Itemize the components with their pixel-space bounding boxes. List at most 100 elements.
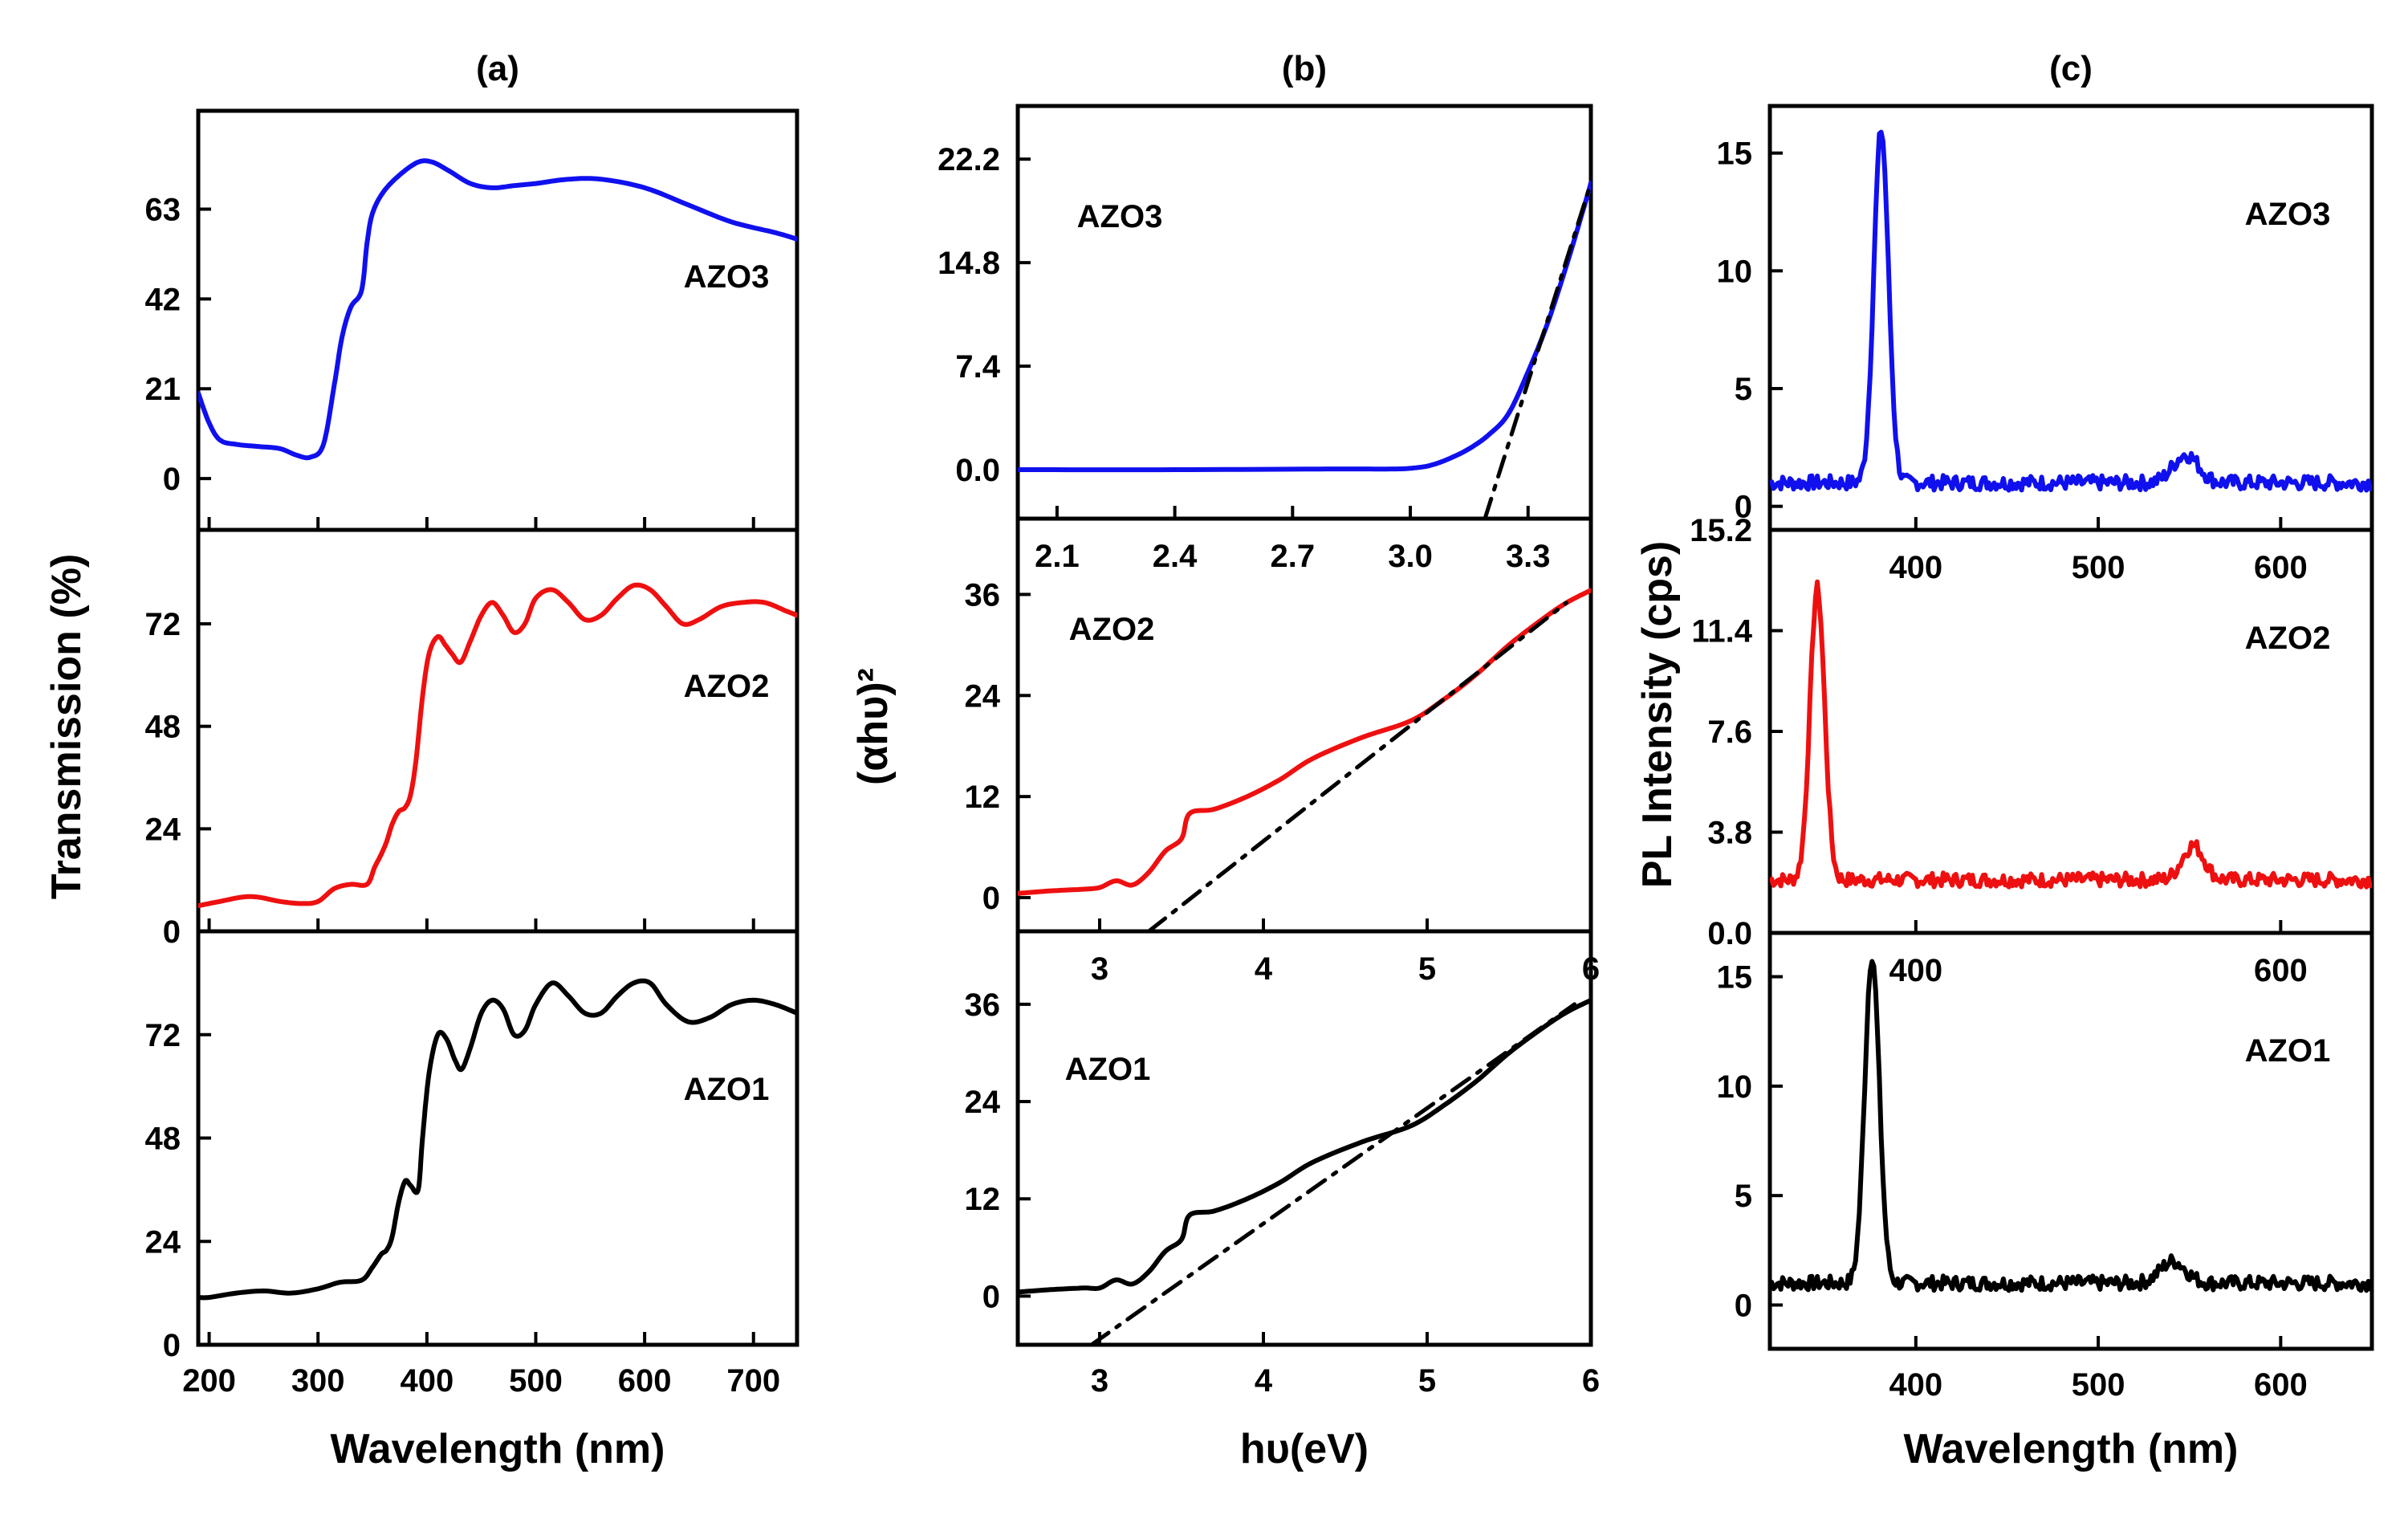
y-tick-label: 0 xyxy=(163,462,181,497)
subplot-c-1: 0 5 10 15 400 500 600 AZO3 xyxy=(1717,104,2374,585)
y-tick-label: 72 xyxy=(145,1018,181,1053)
plot-area xyxy=(1770,579,2372,890)
plot-area xyxy=(198,582,797,909)
x-tick-label: 700 xyxy=(726,1363,780,1399)
x-tick-label: 4 xyxy=(1255,951,1273,987)
y-tick-label: 72 xyxy=(145,607,181,642)
x-tick-label: 400 xyxy=(400,1363,454,1399)
x-tick-label: 3 xyxy=(1091,951,1108,987)
series-line-azo1 xyxy=(1018,997,1591,1295)
subplot-c-3: 0 5 10 15 400 500 600 AZO1 xyxy=(1717,931,2374,1403)
panel-a: (a) 0 21 42 63 AZO3 0 24 48 72 AZO2 0 24 48 72 200 300 40… xyxy=(43,49,799,1472)
x-axis-title-a: Wavelength (nm) xyxy=(331,1426,665,1472)
y-tick-label: 48 xyxy=(145,710,181,745)
curve-label-azo3: AZO3 xyxy=(684,259,770,295)
y-tick-label: 15.2 xyxy=(1690,513,1752,548)
y-tick-label: 24 xyxy=(965,678,1001,714)
y-tick-label: 5 xyxy=(1735,1179,1752,1214)
series-line-azo3 xyxy=(198,158,797,461)
y-tick-label: 36 xyxy=(965,577,1001,613)
x-tick-label: 400 xyxy=(1889,550,1942,585)
x-tick-label: 2.1 xyxy=(1035,539,1080,574)
curve-label-azo2: AZO2 xyxy=(684,669,770,704)
y-axis-title-b: (αhυ)² xyxy=(850,668,897,785)
x-tick-label: 600 xyxy=(2254,1367,2308,1403)
series-line-azo1 xyxy=(198,978,797,1301)
plot-area xyxy=(1018,588,1591,931)
y-tick-label: 0 xyxy=(1735,1288,1752,1323)
subplot-a-1: 0 21 42 63 AZO3 xyxy=(145,108,799,532)
x-tick-label: 3.3 xyxy=(1506,539,1551,574)
y-tick-label: 10 xyxy=(1717,1069,1753,1105)
y-tick-label: 14.8 xyxy=(938,246,1000,281)
plot-area xyxy=(198,158,797,461)
y-axis-title-a: Transmission (%) xyxy=(43,554,90,900)
y-tick-label: 24 xyxy=(145,812,181,847)
panel-label-a: (a) xyxy=(476,49,519,88)
x-tick-label: 600 xyxy=(618,1363,672,1399)
y-tick-label: 0 xyxy=(982,881,1000,916)
y-tick-label: 21 xyxy=(145,372,181,407)
curve-label-azo2: AZO2 xyxy=(1069,612,1155,647)
x-tick-label: 500 xyxy=(509,1363,563,1399)
y-tick-label: 0 xyxy=(1735,490,1752,525)
y-tick-label: 48 xyxy=(145,1122,181,1157)
series-line-azo3 xyxy=(1770,129,2372,493)
plot-frame xyxy=(1015,929,1593,1347)
y-tick-label: 0.0 xyxy=(1707,916,1752,951)
panel-label-c: (c) xyxy=(2049,49,2093,88)
subplot-b-1: 0.0 7.4 14.8 22.2 2.1 2.4 2.7 3.0 3.3 AZO3 xyxy=(938,104,1593,574)
y-tick-label: 0.0 xyxy=(955,453,1000,488)
y-axis-title-c: PL Intensity (cps) xyxy=(1634,541,1681,888)
series-line-azo1 xyxy=(1770,959,2372,1293)
x-tick-label: 2.7 xyxy=(1271,539,1316,574)
y-tick-label: 42 xyxy=(145,282,181,317)
series-line-azo2 xyxy=(1018,588,1591,896)
y-tick-label: 36 xyxy=(965,988,1001,1023)
x-tick-label: 300 xyxy=(291,1363,345,1399)
curve-label-azo3: AZO3 xyxy=(1077,199,1163,234)
y-tick-label: 11.4 xyxy=(1691,614,1752,650)
series-line-azo2 xyxy=(1770,579,2372,890)
y-tick-label: 24 xyxy=(145,1224,181,1260)
y-tick-label: 24 xyxy=(965,1085,1001,1120)
x-axis-title-b: hυ(eV) xyxy=(1240,1426,1369,1472)
x-tick-label: 600 xyxy=(2254,953,2308,988)
y-tick-label: 22.2 xyxy=(938,142,1000,177)
panel-label-b: (b) xyxy=(1282,49,1327,88)
x-tick-label: 4 xyxy=(1255,1363,1273,1399)
x-tick-label: 2.4 xyxy=(1153,539,1198,574)
panel-c: (c) 0 5 10 15 400 500 600 AZO3 0.0 3.8 7.6 11.4 15.2 4… xyxy=(1634,49,2374,1472)
y-tick-label: 5 xyxy=(1735,372,1752,407)
curve-label-azo1: AZO1 xyxy=(2245,1033,2331,1069)
y-tick-label: 15 xyxy=(1717,960,1753,996)
plot-frame xyxy=(196,929,799,1347)
subplot-a-2: 0 24 48 72 AZO2 xyxy=(145,527,799,950)
curve-label-azo2: AZO2 xyxy=(2245,621,2331,656)
x-tick-label: 6 xyxy=(1582,1363,1600,1399)
subplot-a-3: 0 24 48 72 200 300 400 500 600 700 AZO1 xyxy=(145,929,799,1399)
y-tick-label: 12 xyxy=(965,1182,1001,1217)
x-tick-label: 3 xyxy=(1091,1363,1108,1399)
x-tick-label: 500 xyxy=(2072,550,2125,585)
y-tick-label: 3.8 xyxy=(1707,816,1752,851)
plot-area xyxy=(1770,129,2372,493)
y-tick-label: 0 xyxy=(163,1328,181,1363)
x-tick-label: 5 xyxy=(1418,951,1436,987)
y-tick-label: 7.6 xyxy=(1707,715,1752,750)
tangent-line xyxy=(1483,181,1591,519)
curve-label-azo1: AZO1 xyxy=(684,1072,770,1107)
y-tick-label: 0 xyxy=(982,1279,1000,1314)
y-tick-label: 15 xyxy=(1717,136,1753,172)
curve-label-azo1: AZO1 xyxy=(1065,1052,1151,1087)
plot-area xyxy=(198,978,797,1301)
plot-frame xyxy=(196,527,799,934)
plot-area xyxy=(1018,997,1591,1345)
y-tick-label: 63 xyxy=(145,193,181,228)
x-tick-label: 500 xyxy=(2072,1367,2125,1403)
y-tick-label: 10 xyxy=(1717,254,1753,289)
series-line-azo2 xyxy=(198,582,797,909)
y-tick-label: 7.4 xyxy=(955,349,1000,385)
y-tick-label: 12 xyxy=(965,780,1001,815)
